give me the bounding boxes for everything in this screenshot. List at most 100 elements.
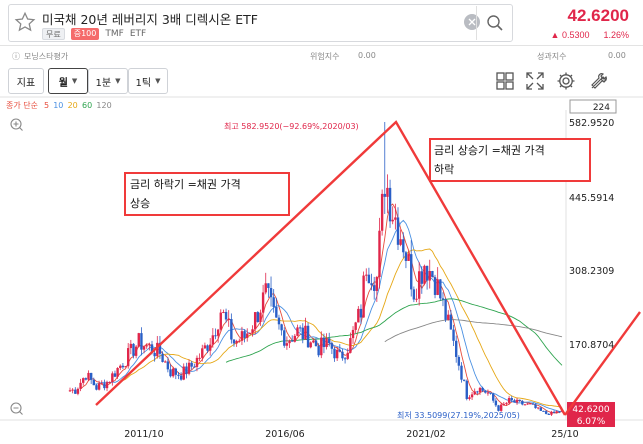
period-minute-button[interactable]: 1분 ▼: [88, 68, 128, 94]
candle-body: [338, 349, 342, 352]
candle-body: [388, 187, 392, 222]
candle-body: [195, 357, 199, 367]
price-chart[interactable]: 종가 단순 5 10 20 60 120 224 582.9520 445.5914 3…: [0, 96, 643, 444]
candle-body: [362, 275, 365, 318]
candle-body: [116, 368, 119, 377]
candle-body: [298, 327, 302, 329]
settings-gear-icon[interactable]: [555, 70, 577, 92]
tools-icon[interactable]: [588, 70, 610, 92]
candle-body: [396, 217, 400, 245]
candlesticks: [68, 122, 564, 416]
candle-body: [103, 383, 106, 389]
candle-body: [372, 285, 376, 291]
candle-body: [177, 374, 180, 376]
candle-body: [354, 322, 357, 330]
ma-legend-item: 20: [68, 101, 78, 110]
candle-body: [161, 353, 164, 362]
candle-body: [497, 405, 500, 411]
zoom-in-icon[interactable]: [10, 118, 23, 131]
candle-body: [542, 410, 545, 412]
candle-body: [349, 338, 352, 353]
candle-body: [222, 311, 225, 313]
candle-body: [261, 292, 265, 313]
stock-meta: 무료 증100 TMF ETF: [42, 28, 146, 40]
candle-body: [309, 342, 312, 348]
fullscreen-icon[interactable]: [524, 70, 546, 92]
search-box[interactable]: [8, 4, 513, 42]
change-pct: 1.26%: [603, 30, 629, 40]
candle-body: [391, 219, 394, 222]
candle-body: [124, 366, 127, 368]
search-button[interactable]: [476, 6, 510, 40]
ma-line-5: [80, 203, 563, 414]
x-tick-label: 2016/06: [265, 429, 304, 440]
caret-down-icon: ▼: [71, 77, 78, 85]
star-icon[interactable]: [14, 11, 36, 33]
candle-body: [529, 403, 532, 405]
candle-body: [105, 382, 109, 389]
candle-body: [187, 362, 191, 374]
candle-body: [158, 342, 162, 354]
candle-body: [97, 383, 101, 390]
candle-body: [251, 329, 254, 334]
candle-body: [142, 346, 146, 350]
y-tick-label: 170.8704: [569, 340, 614, 351]
candle-body: [531, 403, 535, 405]
candle-body: [365, 274, 368, 276]
minute-label: 1분: [95, 77, 112, 89]
candle-body: [193, 366, 196, 368]
candle-body: [185, 366, 188, 374]
ma-legend: 5 10 20 60 120: [44, 101, 112, 110]
current-pct-tag-value: 6.07%: [577, 417, 606, 427]
candle-body: [447, 314, 450, 320]
period-label: 월: [58, 77, 68, 89]
candle-body: [468, 397, 471, 399]
candle-body: [232, 339, 236, 344]
zoom-out-icon[interactable]: [10, 402, 23, 415]
candle-body: [539, 407, 543, 411]
morningstar-label: 모닝스타평가: [24, 52, 69, 61]
candle-body: [412, 289, 416, 300]
candle-body: [169, 369, 172, 377]
grid-layout-icon[interactable]: [494, 70, 516, 92]
candle-body: [383, 193, 386, 197]
candle-body: [89, 372, 93, 380]
candle-body: [328, 338, 331, 344]
candle-body: [87, 372, 90, 380]
ma-legend-item: 10: [53, 101, 63, 110]
x-tick-label: 25/10: [551, 429, 578, 440]
candle-body: [293, 335, 297, 342]
candle-body: [74, 389, 77, 394]
perf-value: 0.00: [608, 51, 626, 60]
trend-line-rebound: [564, 311, 641, 416]
candle-body: [507, 398, 511, 403]
y-tick-label: 445.5914: [569, 193, 614, 204]
ma-legend-item: 120: [96, 101, 111, 110]
candle-body: [415, 298, 418, 300]
period-tick-button[interactable]: 1틱 ▼: [128, 68, 168, 94]
candle-body: [227, 319, 230, 321]
candle-body: [536, 407, 540, 409]
candle-body: [547, 413, 550, 415]
period-monthly-button[interactable]: 월 ▼: [48, 68, 88, 94]
ma-line-120: [384, 319, 563, 343]
ma-legend-item: 5: [44, 101, 49, 110]
candle-body: [201, 348, 204, 358]
candle-body: [444, 299, 447, 320]
candle-body: [166, 361, 170, 370]
header: 미국채 20년 레버리지 3배 디렉시온 ETF 무료 증100 TMF ETF…: [0, 0, 643, 46]
indicator-button[interactable]: 지표: [8, 68, 44, 94]
candle-body: [515, 399, 519, 403]
chart-toolbar: 지표 월 ▼ 1분 ▼ 1틱 ▼: [0, 64, 643, 96]
candle-body: [264, 283, 267, 293]
indicator-label: 지표: [16, 77, 36, 89]
candle-body: [449, 314, 453, 330]
candle-body: [208, 344, 212, 351]
candle-body: [407, 254, 410, 261]
candle-body: [320, 337, 323, 356]
candle-body: [304, 325, 307, 340]
candle-body: [129, 343, 133, 349]
candle-body: [436, 279, 439, 295]
candle-body: [164, 361, 167, 363]
annotation-rate-fall-line2: 상승: [130, 197, 150, 210]
